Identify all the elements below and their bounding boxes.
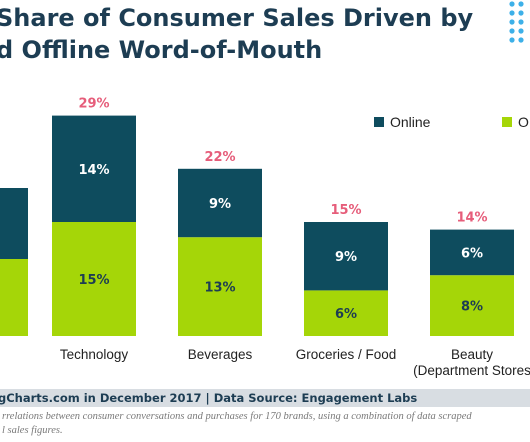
bar-offline <box>430 275 514 336</box>
bar-offline-value-label: 15% <box>78 273 109 288</box>
methodology-note-line-2: l sales figures. <box>2 425 63 436</box>
bar-offline <box>52 222 136 336</box>
legend-label-online: Online <box>390 114 431 130</box>
category-label: (Department Stores <box>413 363 530 378</box>
legend-swatch-offline <box>502 117 512 127</box>
bar-online-value-label: 9% <box>335 250 357 265</box>
bar-online <box>430 229 514 276</box>
stacked-bar-chart: 15% 14% 29% Technology 13% 9% 22% Beverages 6% 9%… <box>0 97 530 378</box>
bar-offline-value-label: 13% <box>204 281 235 296</box>
bar-offline-value-label: 6% <box>335 307 357 322</box>
chart-title-line-2: d Offline Word-of-Mouth <box>0 36 323 64</box>
bar-offline <box>304 290 388 336</box>
source-text: gCharts.com in December 2017 | Data Sour… <box>0 391 418 405</box>
category-label: Technology <box>60 347 129 362</box>
source-footer-bar: gCharts.com in December 2017 | Data Sour… <box>0 389 530 407</box>
category-label: Groceries / Food <box>296 347 397 362</box>
methodology-note-line-1: rrelations between consumer conversation… <box>2 411 472 422</box>
methodology-note: rrelations between consumer conversation… <box>2 410 530 438</box>
brand-logo-dots-icon <box>509 1 524 43</box>
bar-online-value-label: 9% <box>209 197 231 212</box>
category-label: Beverages <box>188 347 253 362</box>
category-label: Beauty <box>451 347 493 362</box>
bar-total-label: 22% <box>204 150 235 165</box>
bar-offline <box>178 237 262 336</box>
bar-online-value-label: 14% <box>78 163 109 178</box>
bar-total-label: 14% <box>456 211 487 226</box>
legend-swatch-online <box>374 117 384 127</box>
chart-title: Share of Consumer Sales Driven by d Offl… <box>0 2 473 66</box>
bar-total-label: 29% <box>78 97 109 112</box>
chart-title-line-1: Share of Consumer Sales Driven by <box>0 4 474 32</box>
bar-online <box>52 115 136 222</box>
legend-label-offline: O <box>518 114 529 130</box>
bar-online <box>304 222 388 291</box>
bar-online-value-label: 6% <box>461 246 483 261</box>
bar-offline-value-label: 8% <box>461 300 483 315</box>
bar-online <box>178 168 262 238</box>
bar-online <box>0 188 28 259</box>
bar-offline <box>0 259 28 336</box>
bar-total-label: 15% <box>330 203 361 218</box>
